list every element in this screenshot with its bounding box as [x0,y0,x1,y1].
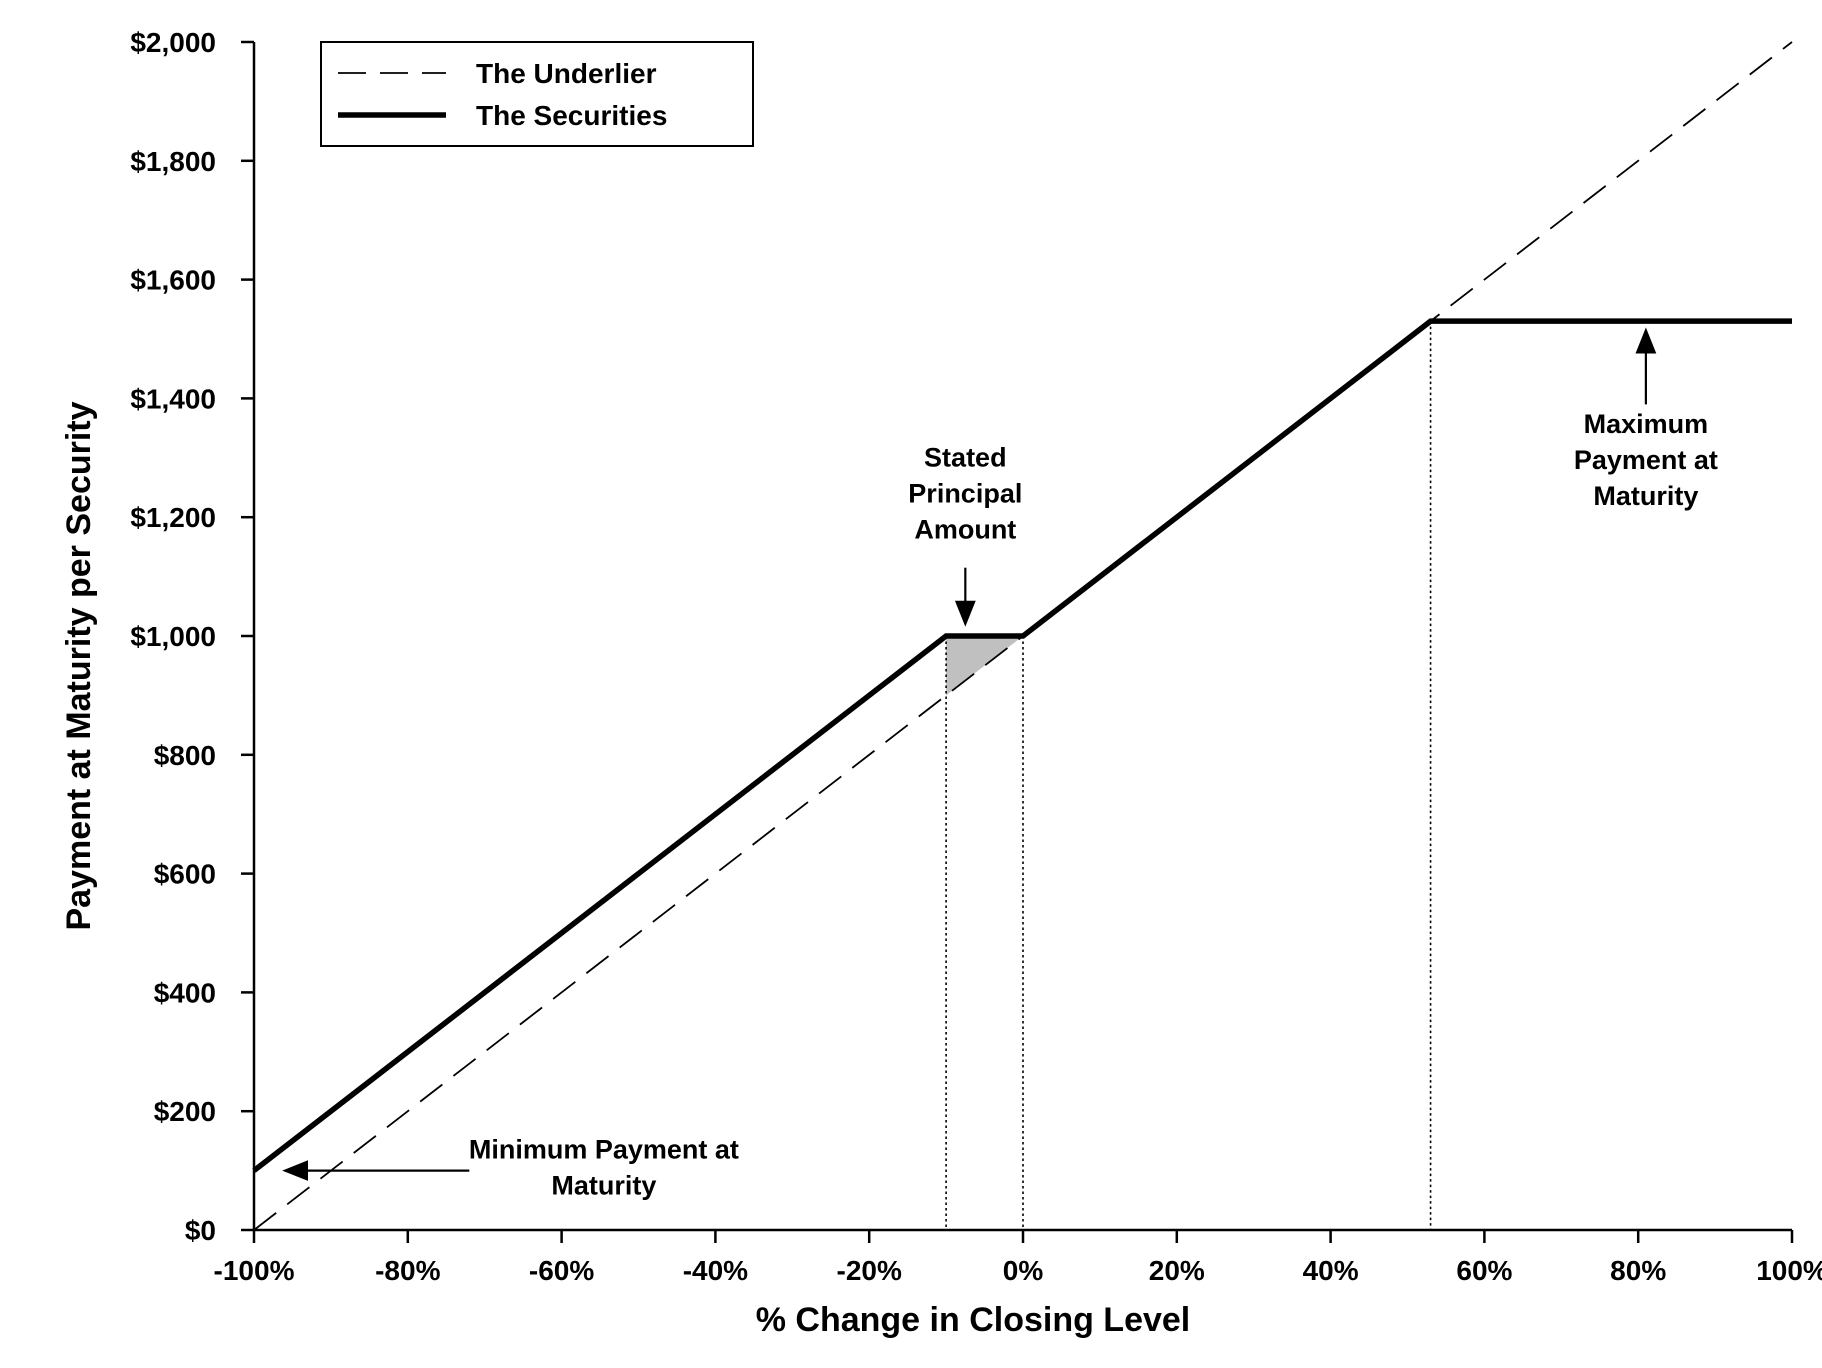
y-tick-label: $1,000 [130,621,216,652]
x-tick-label: 80% [1610,1255,1666,1286]
legend-label-securities: The Securities [476,100,667,131]
y-tick-label: $600 [154,859,216,890]
annotation-text: Minimum Payment at [469,1135,739,1165]
y-tick-label: $1,800 [130,146,216,177]
x-tick-label: 20% [1149,1255,1205,1286]
x-ticks-layer: -100% -80% -60% -40% -20% 0% 20% 40% 60% 80% 100% [214,1230,1822,1286]
legend-label-underlier: The Underlier [476,58,657,89]
y-ticks-layer: $0 $200 $400 $600 $800 $1,000 $1,200 $1,400 $1,6… [130,27,254,1246]
x-tick-label: 60% [1456,1255,1512,1286]
y-tick-label: $800 [154,740,216,771]
annotation-text: Payment at [1574,445,1718,475]
y-tick-label: $400 [154,977,216,1008]
y-tick-label: $200 [154,1096,216,1127]
x-tick-label: 0% [1003,1255,1044,1286]
series-layer [252,41,1793,1231]
legend-box [320,41,754,147]
x-tick-label: 40% [1303,1255,1359,1286]
y-tick-label: $0 [185,1215,216,1246]
annotation-text: Principal [908,479,1022,509]
x-tick-label: -20% [837,1255,902,1286]
x-tick-label: -60% [529,1255,594,1286]
y-tick-label: $2,000 [130,27,216,58]
y-tick-label: $1,400 [130,383,216,414]
y-tick-label: $1,200 [130,502,216,533]
x-tick-label: -100% [214,1255,295,1286]
series-line-securities [252,318,1792,1173]
x-axis-label: % Change in Closing Level [756,1301,1191,1339]
reference-lines-layer [945,321,1432,1230]
annotation-text: Maturity [1593,481,1698,511]
annotation-text: Maximum [1584,409,1709,439]
x-tick-label: -80% [375,1255,440,1286]
y-tick-label: $1,600 [130,265,216,296]
annotation-text: Amount [914,515,1016,545]
annotation-text: Maturity [551,1171,656,1201]
y-axis-label: Payment at Maturity per Security [60,401,98,930]
annotations-layer: Stated Principal Amount Maximum Payment at Ma… [282,327,1718,1201]
annotation-text: Stated [924,443,1007,473]
x-tick-label: -40% [683,1255,748,1286]
legend: The Underlier The Securities [320,41,754,147]
x-tick-label: 100% [1756,1255,1822,1286]
